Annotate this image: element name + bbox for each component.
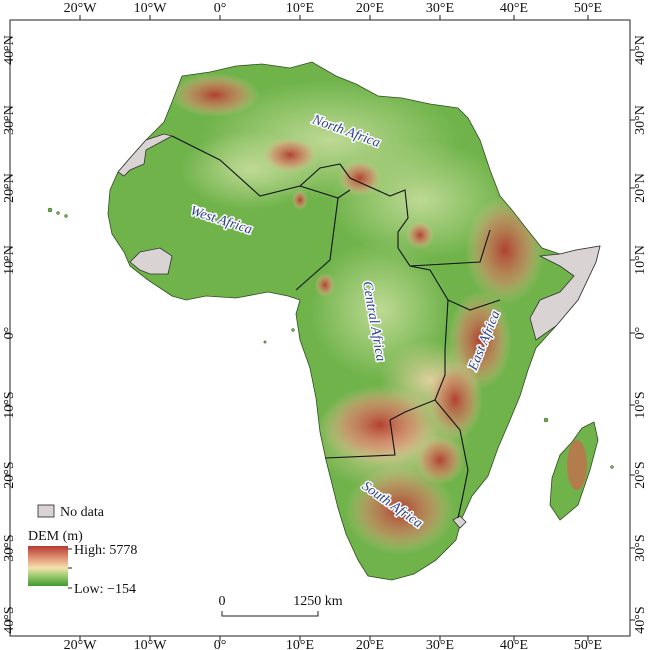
tick-label-left: 10°N bbox=[2, 245, 17, 275]
tick-label-left: 30°S bbox=[2, 534, 17, 561]
tick-label-top: 0° bbox=[214, 1, 227, 16]
nodata-somalia bbox=[529, 245, 601, 341]
tick-label-bottom: 0° bbox=[214, 638, 227, 650]
islands bbox=[47, 207, 614, 469]
nodata-areas bbox=[117, 133, 601, 529]
tick-label-bottom: 20°W bbox=[64, 638, 98, 650]
tick-label-bottom: 50°E bbox=[574, 638, 602, 650]
legend-color-ramp bbox=[28, 546, 68, 586]
tick-label-bottom: 10°E bbox=[286, 638, 314, 650]
tick-label-top: 20°E bbox=[356, 1, 384, 16]
tick-label-bottom: 40°E bbox=[500, 638, 528, 650]
tick-label-left: 40°S bbox=[2, 606, 17, 633]
tick-label-top: 10°W bbox=[134, 1, 168, 16]
tick-label-top: 50°E bbox=[574, 1, 602, 16]
tick-label-right: 10°N bbox=[633, 245, 648, 275]
tick-label-left: 40°N bbox=[2, 35, 17, 65]
tick-label-left: 0° bbox=[2, 327, 17, 340]
tick-label-right: 40°N bbox=[633, 35, 648, 65]
region-boundaries bbox=[171, 135, 501, 519]
tick-label-top: 10°E bbox=[286, 1, 314, 16]
tick-label-right: 10°S bbox=[633, 391, 648, 418]
tick-label-left: 20°S bbox=[2, 461, 17, 488]
scalebar-end-label: 1250 km bbox=[293, 594, 343, 609]
tick-label-right: 20°S bbox=[633, 461, 648, 488]
tick-label-bottom: 20°E bbox=[356, 638, 384, 650]
nodata-western-sahara bbox=[117, 133, 174, 177]
scalebar-start-label: 0 bbox=[219, 594, 226, 609]
legend-nodata-label: No data bbox=[60, 505, 105, 520]
tick-label-bottom: 10°W bbox=[134, 638, 168, 650]
nodata-guinea bbox=[129, 247, 173, 275]
tick-label-right: 0° bbox=[633, 327, 648, 340]
tick-label-left: 30°N bbox=[2, 105, 17, 135]
tick-label-left: 20°N bbox=[2, 173, 17, 203]
tick-label-left: 10°S bbox=[2, 391, 17, 418]
legend-low-label: Low: −154 bbox=[74, 582, 136, 597]
tick-label-top: 30°E bbox=[426, 1, 454, 16]
axis-ticks bbox=[5, 15, 635, 641]
legend-nodata-swatch bbox=[37, 504, 55, 518]
legend-dem-title: DEM (m) bbox=[28, 529, 83, 544]
tick-label-right: 20°N bbox=[633, 173, 648, 203]
legend-high-label: High: 5778 bbox=[74, 543, 137, 558]
africa-landmass bbox=[107, 61, 601, 581]
tick-label-bottom: 30°E bbox=[426, 638, 454, 650]
tick-label-top: 40°E bbox=[500, 1, 528, 16]
tick-label-right: 40°S bbox=[633, 606, 648, 633]
legend: No data DEM (m) High: 5778 Low: −154 bbox=[28, 504, 137, 597]
tick-label-right: 30°S bbox=[633, 534, 648, 561]
tick-label-right: 30°N bbox=[633, 105, 648, 135]
scale-bar: 0 1250 km bbox=[219, 594, 343, 617]
tick-label-top: 20°W bbox=[64, 1, 98, 16]
madagascar bbox=[549, 421, 599, 521]
